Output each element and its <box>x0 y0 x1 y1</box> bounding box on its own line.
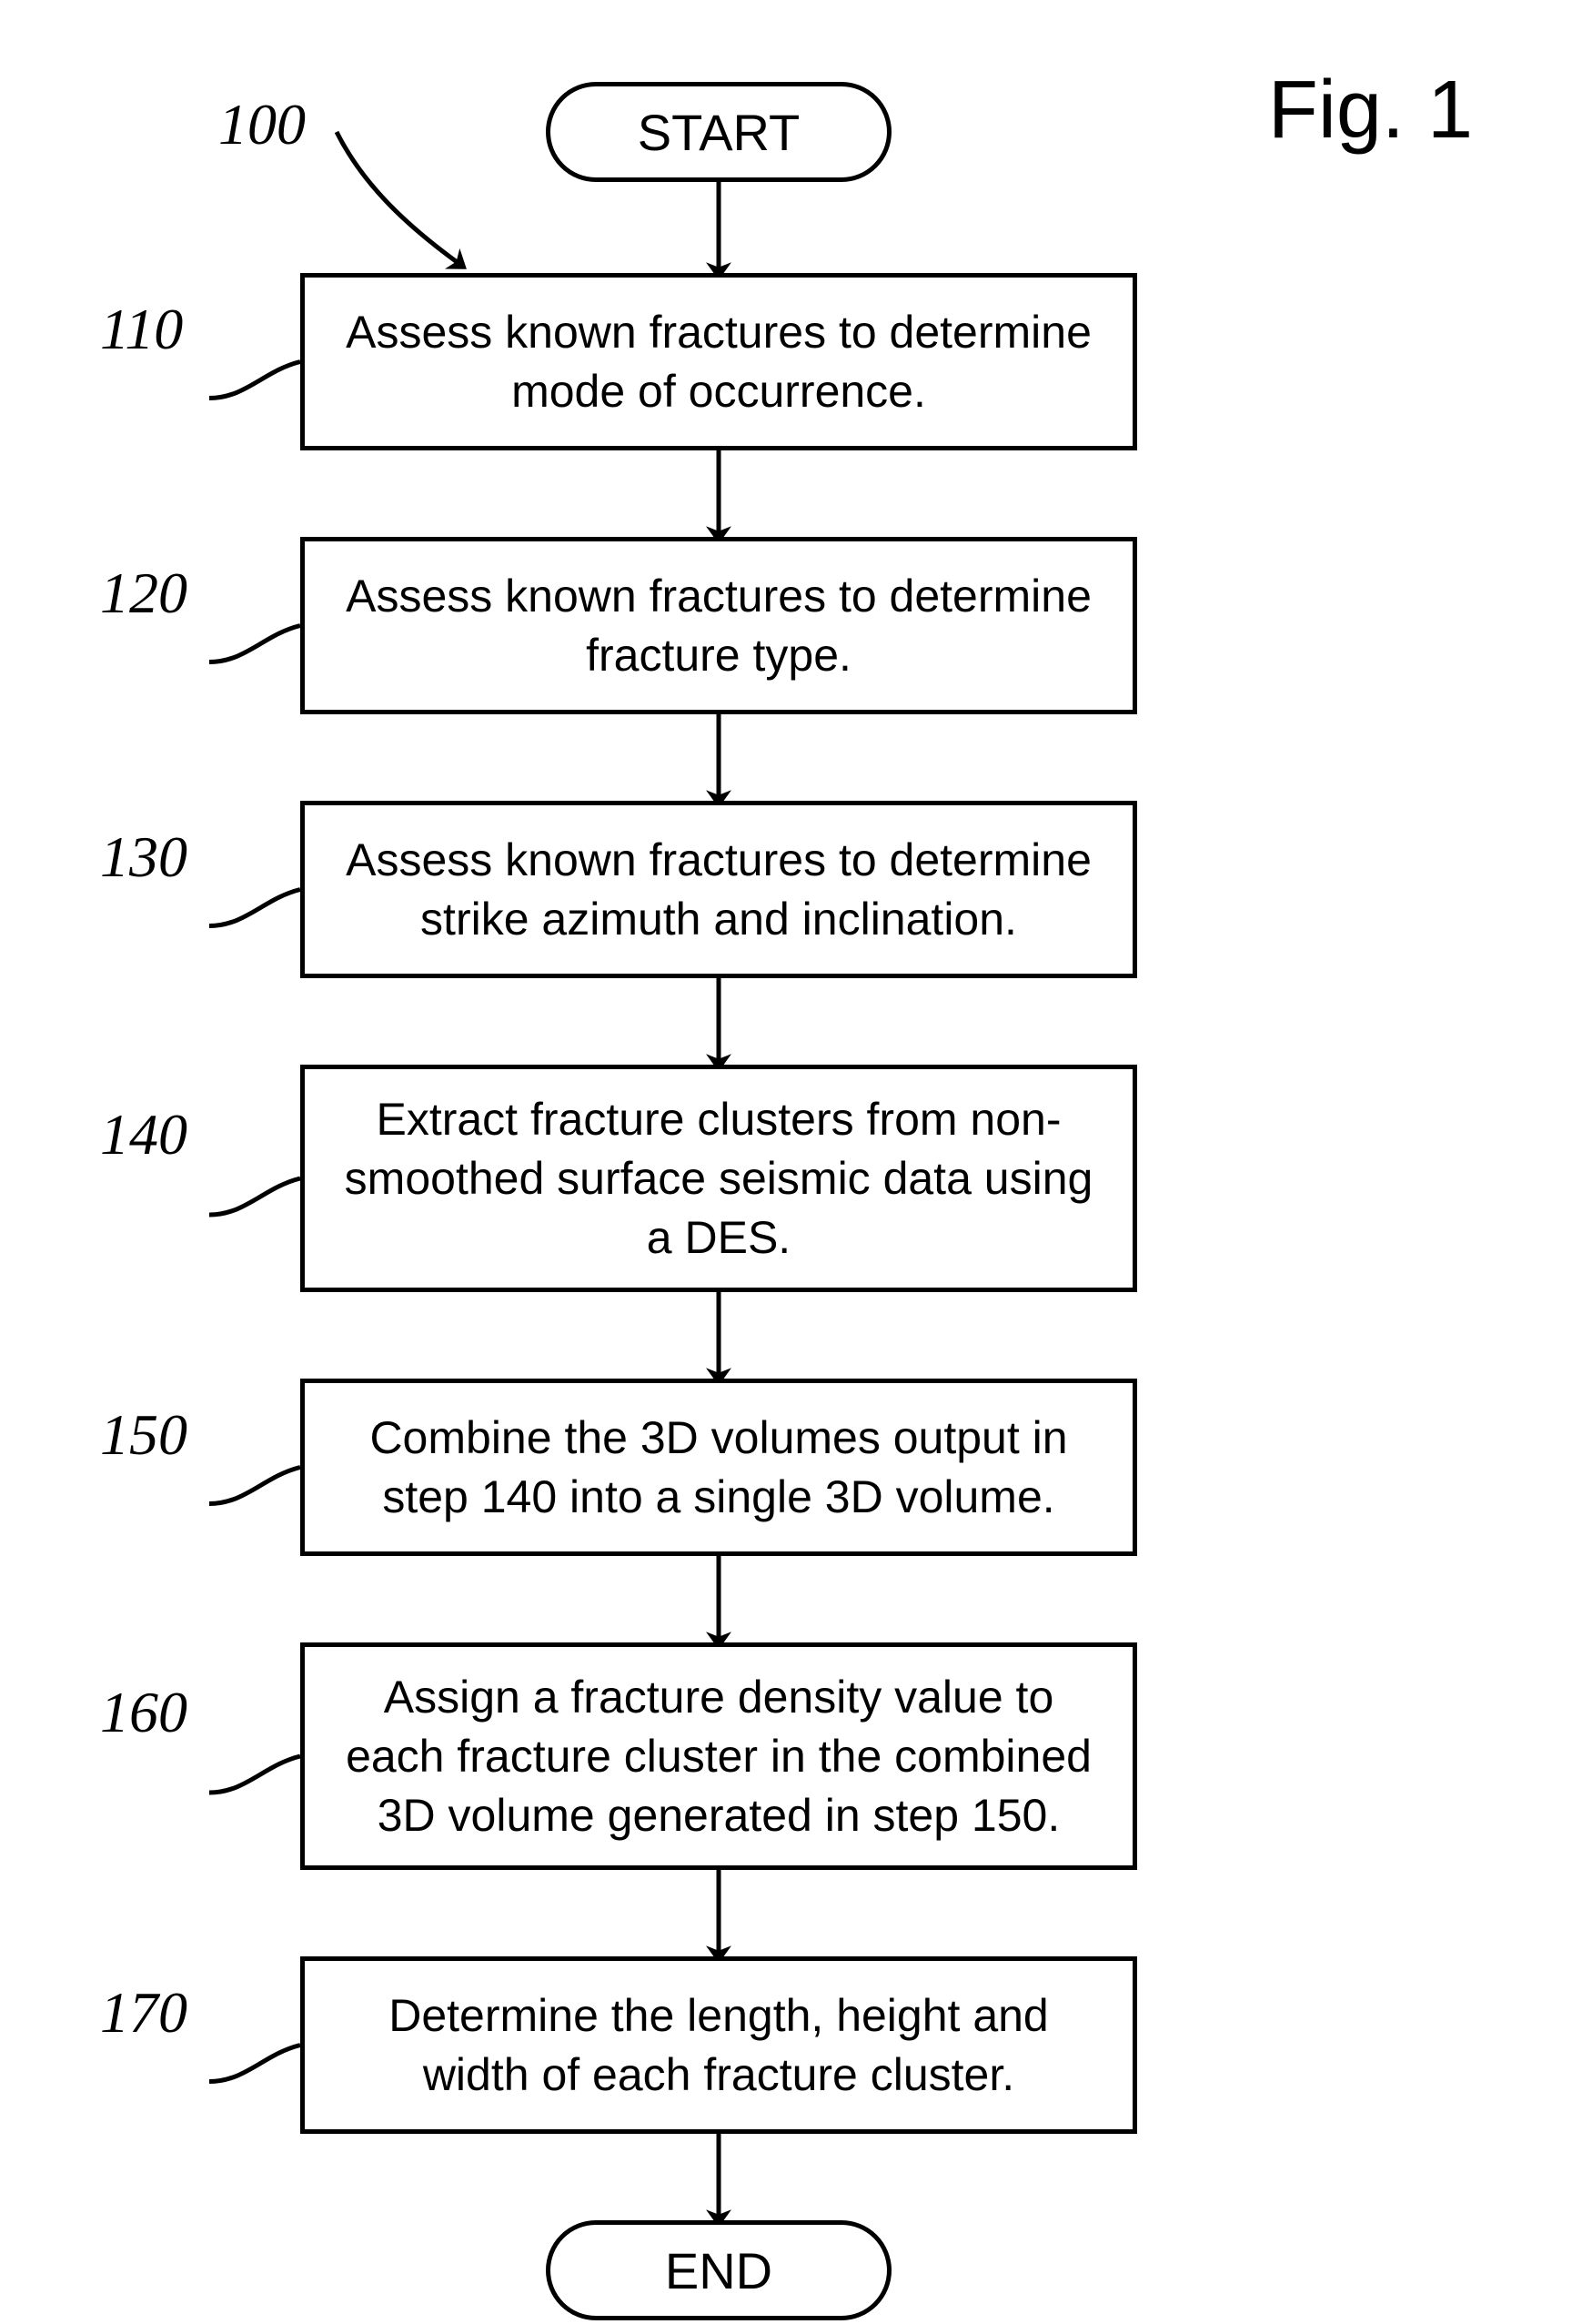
step-160: Assign a fracture density value to each … <box>300 1642 1137 1870</box>
ref-label-150: 150 <box>100 1401 187 1469</box>
step-140: Extract fracture clusters from non-smoot… <box>300 1065 1137 1292</box>
ref-label-130: 130 <box>100 824 187 891</box>
step-150: Combine the 3D volumes output in step 14… <box>300 1379 1137 1556</box>
ref-label-100: 100 <box>218 91 306 158</box>
step-110: Assess known fractures to determine mode… <box>300 273 1137 450</box>
step-170: Determine the length, height and width o… <box>300 1956 1137 2134</box>
ref-label-110: 110 <box>100 296 183 363</box>
ref-label-160: 160 <box>100 1679 187 1746</box>
page: Fig. 1 100STARTAssess known fractures to… <box>0 0 1582 2324</box>
step-120: Assess known fractures to determine frac… <box>300 537 1137 714</box>
step-130: Assess known fractures to determine stri… <box>300 801 1137 978</box>
end-terminator: END <box>546 2220 892 2320</box>
ref-label-120: 120 <box>100 560 187 627</box>
ref-label-140: 140 <box>100 1101 187 1168</box>
start-terminator: START <box>546 82 892 182</box>
ref-label-170: 170 <box>100 1979 187 2046</box>
